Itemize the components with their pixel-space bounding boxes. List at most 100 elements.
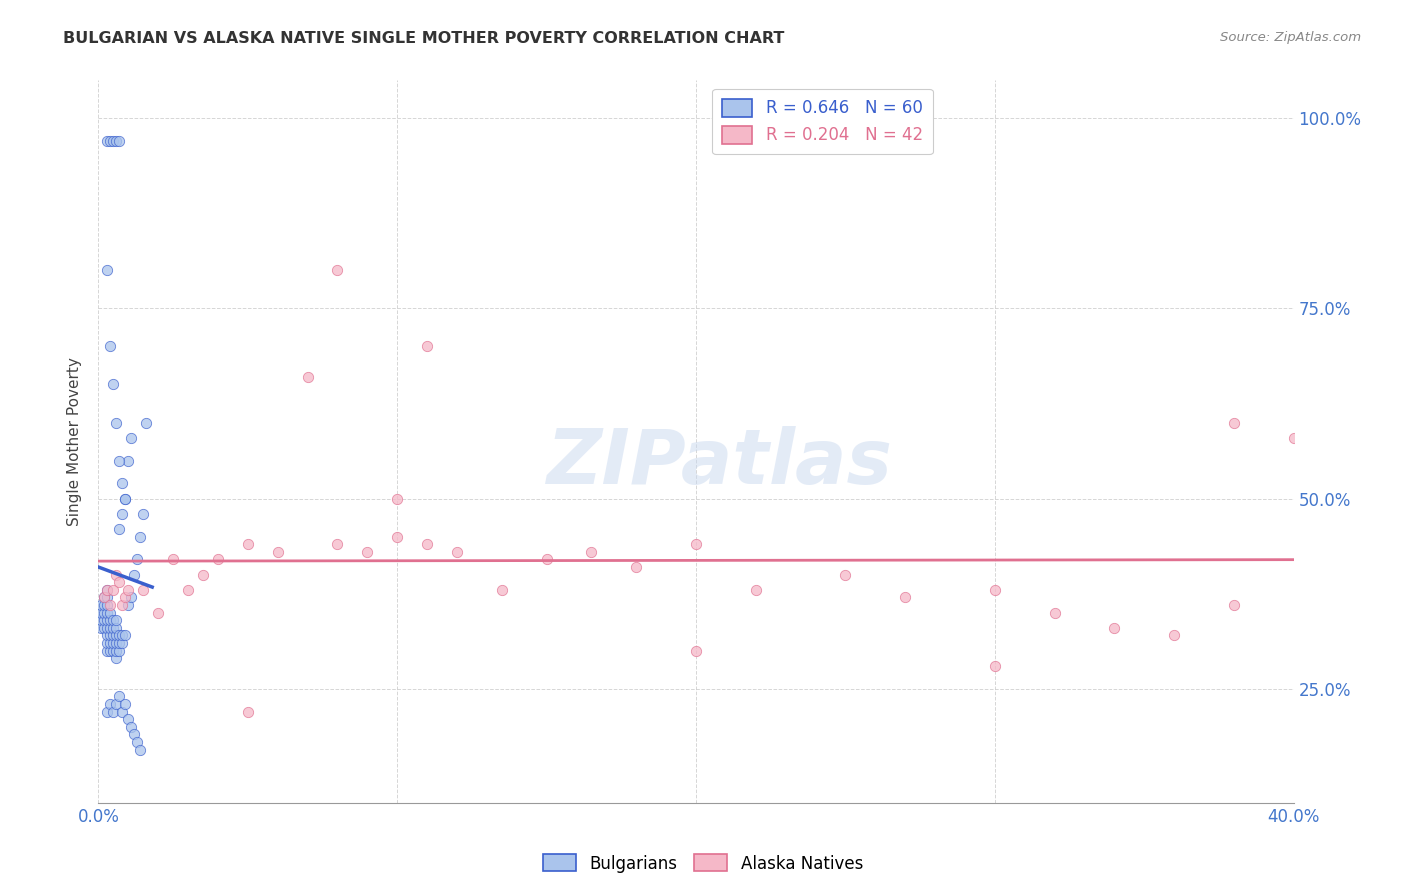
Point [117,598,139,612]
Point [96,134,118,148]
Point [103,613,125,627]
Point [446,545,468,559]
Point [117,453,139,467]
Point [236,705,259,719]
Point [98,134,122,148]
Point [103,582,125,597]
Point [96,705,118,719]
Point [96,643,118,657]
Point [111,705,134,719]
Point [98,339,122,353]
Point [111,476,134,491]
Point [132,582,155,597]
Point [98,613,122,627]
Point [93,621,115,635]
Point [191,567,214,582]
Point [416,339,439,353]
Point [114,591,136,605]
Point [98,643,122,657]
Point [103,643,125,657]
Point [326,537,349,551]
Point [108,575,131,590]
Point [103,705,125,719]
Point [108,134,131,148]
Point [120,591,142,605]
Point [98,628,122,642]
Point [98,636,122,650]
Point [581,545,603,559]
Point [117,712,139,726]
Point [93,606,115,620]
Point [297,370,319,384]
Point [111,507,134,521]
Point [105,636,128,650]
Point [385,491,409,506]
Point [90,598,112,612]
Point [132,507,155,521]
Point [626,560,648,574]
Point [984,582,1007,597]
Point [385,530,409,544]
Y-axis label: Single Mother Poverty: Single Mother Poverty [67,357,83,526]
Point [108,628,131,642]
Point [105,621,128,635]
Point [326,263,349,277]
Point [1223,598,1246,612]
Point [93,591,115,605]
Point [148,606,170,620]
Point [93,613,115,627]
Point [120,431,142,445]
Point [105,651,128,665]
Point [114,491,136,506]
Point [98,621,122,635]
Point [103,621,125,635]
Text: Source: ZipAtlas.com: Source: ZipAtlas.com [1220,31,1361,45]
Point [108,643,131,657]
Point [114,491,136,506]
Point [105,628,128,642]
Point [685,537,707,551]
Point [98,697,122,711]
Point [114,628,136,642]
Point [1104,621,1126,635]
Point [105,697,128,711]
Point [894,591,917,605]
Point [96,628,118,642]
Legend: R = 0.646   N = 60, R = 0.204   N = 42: R = 0.646 N = 60, R = 0.204 N = 42 [713,88,932,154]
Text: ZIPatlas: ZIPatlas [547,426,893,500]
Point [207,552,229,566]
Point [536,552,558,566]
Point [105,643,128,657]
Point [236,537,259,551]
Point [356,545,378,559]
Point [105,613,128,627]
Point [267,545,290,559]
Point [105,416,128,430]
Point [111,636,134,650]
Point [90,606,112,620]
Point [103,636,125,650]
Point [745,582,768,597]
Point [105,567,128,582]
Point [124,727,146,741]
Point [127,735,149,749]
Point [96,621,118,635]
Point [129,530,152,544]
Point [96,613,118,627]
Point [96,263,118,277]
Point [96,591,118,605]
Point [103,628,125,642]
Point [93,591,115,605]
Point [117,582,139,597]
Point [177,582,200,597]
Point [162,552,184,566]
Point [96,606,118,620]
Point [108,690,131,704]
Point [90,621,112,635]
Point [96,582,118,597]
Point [685,643,707,657]
Point [111,628,134,642]
Point [105,134,128,148]
Point [124,567,146,582]
Point [1282,431,1305,445]
